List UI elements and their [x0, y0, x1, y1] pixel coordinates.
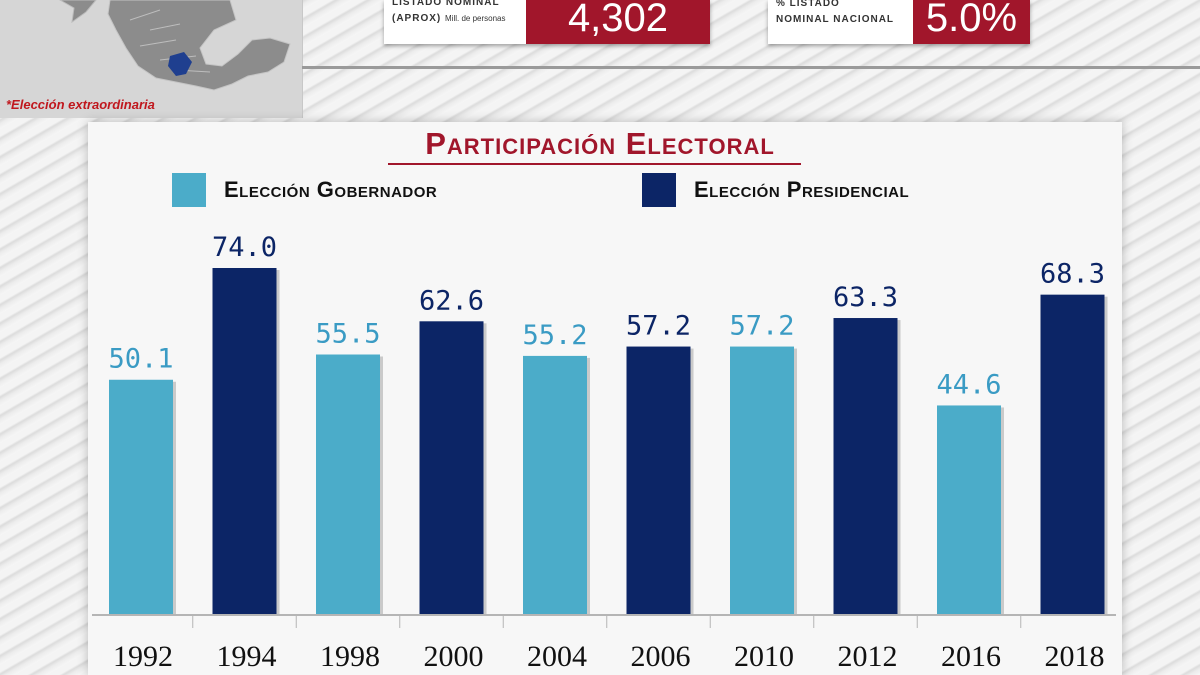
data-label-2004: 55.2	[522, 320, 587, 351]
footnote-text: *Elección extraordinaria	[6, 97, 155, 112]
data-label-1998: 55.5	[315, 319, 380, 350]
title-underline	[388, 163, 801, 165]
bar-2018	[1040, 294, 1105, 614]
bar-1998	[316, 354, 380, 614]
data-label-2012: 63.3	[833, 282, 898, 313]
x-tick-2006: 2006	[631, 640, 691, 673]
listado-label-line2: (APROX) Mill. de personas	[392, 12, 506, 25]
x-tick-2016: 2016	[941, 640, 1001, 673]
legend-presidencial: Elección Presidencial	[642, 172, 909, 208]
listado-label-line1: LISTADO NOMINAL	[392, 0, 500, 8]
x-tick-2012: 2012	[838, 640, 898, 673]
x-tick-2004: 2004	[527, 640, 587, 673]
listado-label-aprox: (APROX)	[392, 13, 442, 24]
mexico-map-panel: *Elección extraordinaria	[0, 0, 303, 118]
x-tick-1992: 1992	[113, 640, 173, 673]
bar-2000	[419, 321, 484, 614]
listado-nominal-card: LISTADO NOMINAL (APROX) Mill. de persona…	[384, 0, 710, 44]
bar-1994	[212, 268, 277, 614]
x-tick-2000: 2000	[424, 640, 484, 673]
data-label-2006: 57.2	[626, 311, 691, 342]
bar-2006	[626, 346, 691, 614]
data-label-1992: 50.1	[108, 344, 173, 375]
legend-gobernador: Elección Gobernador	[172, 172, 437, 208]
data-label-2016: 44.6	[936, 369, 1001, 400]
data-label-1994: 74.0	[212, 232, 277, 263]
porcentaje-label-line1: % LISTADO	[776, 0, 840, 9]
x-tick-1998: 1998	[320, 640, 380, 673]
listado-value: 4,302	[526, 0, 710, 44]
porcentaje-nominal-card: % LISTADO NOMINAL NACIONAL 5.0%	[768, 0, 1030, 44]
bar-2004	[523, 355, 587, 614]
bar-2010	[730, 346, 794, 614]
listado-label-sub: Mill. de personas	[445, 14, 506, 23]
bar-2012	[833, 318, 898, 614]
legend-swatch-gobernador	[172, 173, 206, 207]
bar-1992	[109, 379, 173, 614]
bar-2016	[937, 405, 1001, 614]
x-tick-2018: 2018	[1045, 640, 1105, 673]
porcentaje-value: 5.0%	[913, 0, 1030, 44]
x-tick-1994: 1994	[217, 640, 277, 673]
data-label-2018: 68.3	[1040, 259, 1105, 290]
mexico-map-icon	[58, 0, 291, 91]
legend-label-gobernador: Elección Gobernador	[224, 177, 438, 202]
porcentaje-label-line2: NOMINAL NACIONAL	[776, 14, 895, 25]
data-label-2000: 62.6	[419, 285, 484, 316]
x-tick-2010: 2010	[734, 640, 794, 673]
data-label-2010: 57.2	[729, 311, 794, 342]
legend-swatch-presidencial	[642, 173, 676, 207]
header-divider	[302, 66, 1200, 69]
highlighted-state	[168, 52, 192, 76]
legend-label-presidencial: Elección Presidencial	[694, 177, 910, 202]
chart-title: Participación Electoral	[425, 126, 775, 161]
